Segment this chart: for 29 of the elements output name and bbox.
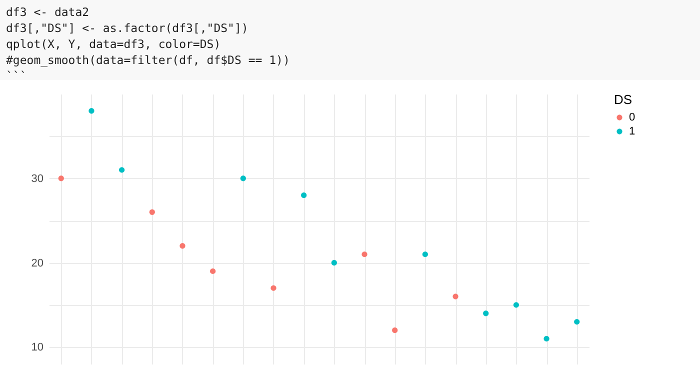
point: [210, 268, 216, 274]
y-tick-label: 10: [31, 342, 44, 354]
point: [452, 294, 458, 300]
point: [331, 260, 337, 266]
point: [544, 336, 550, 342]
point: [180, 243, 186, 249]
point: [270, 285, 276, 291]
point: [574, 318, 580, 325]
legend-title: DS: [614, 92, 632, 107]
point: [362, 251, 368, 258]
point: [118, 167, 125, 173]
y-tick-label: 30: [31, 172, 44, 185]
point: [240, 176, 246, 182]
text: #geom_smooth(data=filter(df, df$DS == 1)): [6, 52, 291, 68]
text: ```: [6, 68, 28, 84]
point: [301, 192, 307, 198]
y-tick-label: 20: [31, 257, 44, 270]
legend-label: 1: [629, 126, 636, 138]
point: [483, 310, 489, 316]
point: [422, 251, 428, 258]
legend-label: 0: [629, 112, 636, 124]
text: df3[,"DS"] <- as.factor(df3[,"DS"]): [6, 20, 250, 36]
point: [88, 108, 94, 114]
point: [149, 209, 155, 215]
point: [58, 176, 64, 182]
text: qplot(X, Y, data=df3, color=DS): [6, 36, 222, 52]
point: [392, 327, 398, 334]
point: [513, 302, 520, 308]
text: df3 <- data2: [6, 4, 90, 20]
